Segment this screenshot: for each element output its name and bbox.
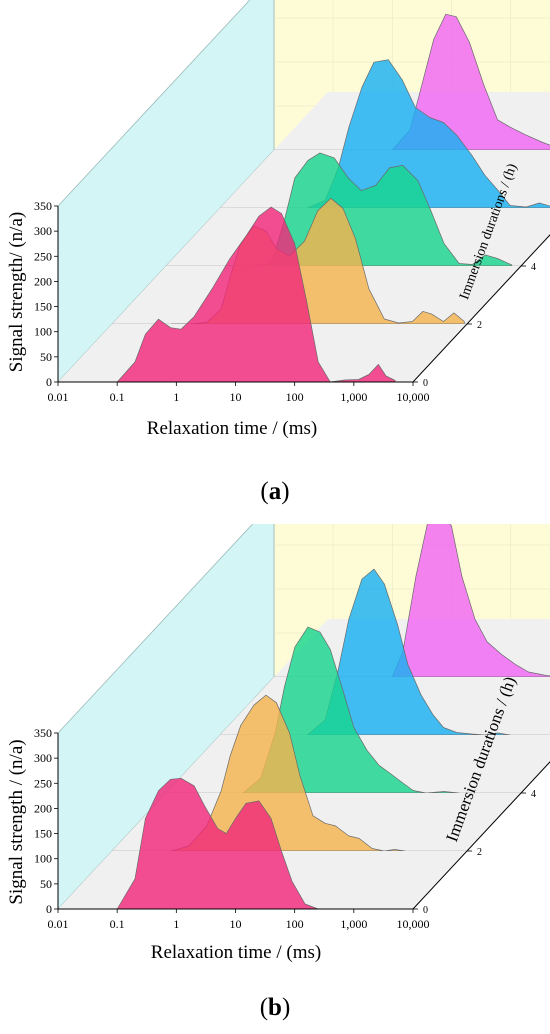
z-tick-label: 2 <box>477 320 482 331</box>
y-tick-label: 50 <box>40 877 52 891</box>
y-tick-label: 250 <box>34 249 52 263</box>
y-tick-label: 0 <box>46 375 52 389</box>
series-0-area <box>116 777 319 910</box>
z-tick-label: 0 <box>423 905 428 916</box>
y-tick-label: 150 <box>34 827 52 841</box>
y-tick-label: 250 <box>34 776 52 790</box>
z-tick-label: 4 <box>531 789 536 800</box>
y-tick-label: 300 <box>34 751 52 765</box>
x-tick-label: 10 <box>230 917 242 931</box>
series-24-area <box>391 524 550 678</box>
x-tick-label: 0.1 <box>110 390 125 404</box>
y-tick-label: 150 <box>34 300 52 314</box>
x-axis-title: Relaxation time / (ms) <box>151 942 321 963</box>
x-tick-label: 10 <box>230 390 242 404</box>
x-tick-label: 1 <box>173 390 179 404</box>
y-tick-label: 350 <box>34 726 52 740</box>
x-tick-label: 1,000 <box>340 917 367 931</box>
series-0-area <box>116 206 396 383</box>
x-tick-label: 10,000 <box>397 390 430 404</box>
y-tick-label: 0 <box>46 902 52 916</box>
y-tick-label: 50 <box>40 350 52 364</box>
series-2-area <box>170 694 406 852</box>
z-tick-label: 4 <box>531 262 536 273</box>
y-axis-title: Signal strength / (n/a) <box>6 739 27 904</box>
x-tick-label: 0.01 <box>48 917 69 931</box>
x-tick-label: 1 <box>173 917 179 931</box>
x-tick-label: 0.01 <box>48 390 69 404</box>
series-24-area <box>391 13 550 151</box>
x-axis-title: Relaxation time / (ms) <box>147 418 317 439</box>
y-tick-label: 200 <box>34 274 52 288</box>
z-tick-label: 0 <box>423 378 428 389</box>
series-10-area <box>307 59 550 209</box>
y-tick-label: 100 <box>34 852 52 866</box>
panel-label-b: (b) <box>259 994 291 1021</box>
series-10-area <box>307 568 511 736</box>
y-tick-label: 300 <box>34 224 52 238</box>
y-tick-label: 100 <box>34 325 52 339</box>
series-4-area <box>224 152 513 267</box>
y-axis-title: Signal strength/ (n/a) <box>6 212 27 372</box>
x-tick-label: 100 <box>286 390 304 404</box>
x-tick-label: 100 <box>286 917 304 931</box>
x-tick-label: 10,000 <box>397 917 430 931</box>
x-tick-label: 1,000 <box>340 390 367 404</box>
y-tick-label: 350 <box>34 199 52 213</box>
chart-a: 0.01 0.1 1 10 100 1,000 10,0000501001502002503… <box>6 0 550 439</box>
x-tick-label: 0.1 <box>110 917 125 931</box>
chart-b: 0.01 0.1 1 10 100 1,000 10,0000501001502002503… <box>6 524 550 963</box>
z-tick-label: 2 <box>477 847 482 858</box>
panel-label-a: (a) <box>260 478 290 505</box>
y-tick-label: 200 <box>34 801 52 815</box>
